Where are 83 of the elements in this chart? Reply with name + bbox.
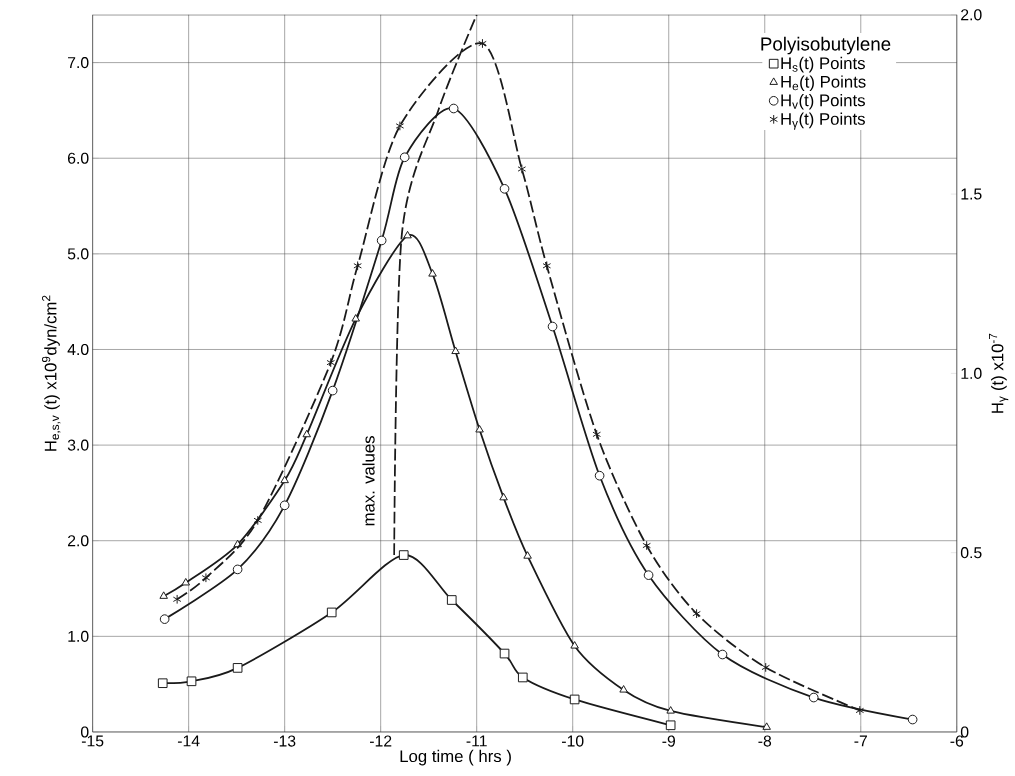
point	[547, 321, 558, 332]
point	[399, 152, 410, 162]
point	[907, 714, 918, 725]
point	[619, 684, 628, 693]
point	[594, 470, 605, 481]
x-tick-label: -13	[273, 735, 296, 747]
point	[499, 183, 510, 194]
point	[327, 385, 338, 396]
point	[451, 346, 460, 354]
y2-tick-label: 1.0	[961, 367, 982, 379]
y-tick-label: 7.0	[68, 56, 89, 69]
legend-label: H$_{e}$(t) Points	[781, 75, 866, 91]
legend-label: H$_{v}$(t) Points	[781, 93, 865, 110]
point	[181, 577, 191, 586]
point	[428, 268, 437, 277]
point	[353, 260, 362, 271]
y-tick-label: 5.0	[67, 248, 89, 260]
point	[279, 500, 290, 511]
y2-tick-label: 0	[960, 726, 969, 738]
annotation: max. values	[362, 435, 375, 526]
point	[717, 649, 728, 660]
point	[403, 230, 412, 239]
point	[398, 550, 409, 560]
point	[351, 313, 360, 322]
y2-tick-label: 0.5	[960, 546, 982, 559]
x-tick-label: -7	[854, 735, 867, 747]
point	[517, 163, 527, 174]
point	[592, 429, 601, 440]
point	[280, 475, 289, 483]
legend-label: H$_{s}$(t) Points	[781, 56, 865, 73]
point	[326, 357, 336, 368]
x-tick-label: -6	[950, 735, 964, 747]
point	[186, 676, 197, 686]
point	[761, 662, 770, 673]
point	[762, 722, 771, 730]
x-tick-label: -10	[562, 735, 584, 747]
y-tick-label: 1.0	[68, 630, 89, 642]
point	[499, 648, 510, 659]
point	[542, 260, 552, 271]
point	[643, 570, 654, 580]
point	[232, 662, 243, 673]
y-tick-label: 6.0	[68, 152, 89, 164]
point	[666, 705, 675, 714]
point	[232, 564, 243, 575]
y-tick-label: 2.0	[67, 534, 89, 547]
point	[570, 640, 579, 649]
y-axis-title: H$_{e,s,v}$ (t) x10$^{9}$dyn/cm$^{2}$	[41, 295, 61, 451]
point	[395, 120, 405, 131]
x-tick-label: -8	[758, 735, 772, 747]
point	[201, 572, 211, 583]
legend-label: H$_{γ}$(t) Points	[781, 112, 865, 130]
point	[642, 540, 651, 551]
point	[326, 607, 337, 618]
y2-tick-label: 2.0	[961, 9, 982, 21]
x-tick-label: -12	[369, 735, 392, 747]
point	[172, 594, 182, 604]
x-tick-label: -14	[177, 735, 200, 747]
point	[692, 608, 701, 619]
point	[302, 429, 312, 438]
point	[665, 720, 676, 730]
point	[157, 678, 168, 688]
x-axis-title: Log time ( hrs )	[400, 749, 511, 766]
y2-axis-title: H$_{γ}$ (t) x10$^{-7}$	[988, 333, 1009, 413]
y-tick-label: 3.0	[67, 439, 89, 451]
point	[446, 594, 457, 605]
legend-title: Polyisobutylene	[761, 36, 891, 55]
point	[475, 424, 484, 433]
point	[253, 515, 263, 526]
point	[159, 591, 168, 599]
point	[478, 38, 487, 49]
point	[159, 614, 170, 624]
point	[808, 692, 819, 703]
point	[569, 694, 580, 705]
point	[517, 672, 528, 683]
point	[448, 103, 459, 114]
x-tick-label: -11	[466, 735, 487, 747]
point	[499, 492, 508, 501]
y2-tick-label: 1.5	[961, 188, 982, 200]
y-tick-label: 4.0	[67, 343, 89, 355]
point	[376, 235, 387, 246]
point	[523, 551, 532, 559]
x-tick-label: -9	[662, 735, 676, 747]
point	[855, 705, 865, 716]
